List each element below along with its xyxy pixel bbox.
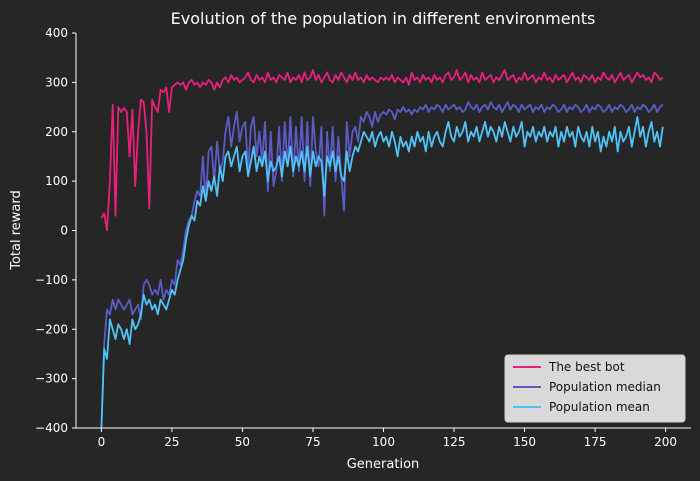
x-tick-label: 100: [372, 435, 395, 449]
legend-label: Population median: [549, 380, 661, 394]
x-tick-label: 25: [164, 435, 179, 449]
x-tick-label: 50: [235, 435, 250, 449]
x-tick-label: 75: [305, 435, 320, 449]
series-layer: [100, 69, 664, 429]
x-tick-label: 200: [654, 435, 677, 449]
legend-label: Population mean: [549, 400, 650, 414]
x-tick-label: 125: [443, 435, 466, 449]
x-axis: 0 25 50 75 100 125 150 175 200: [98, 428, 677, 449]
legend-label: The best bot: [548, 360, 625, 374]
y-axis-label: Total reward: [9, 190, 24, 271]
series-line-3: [100, 116, 664, 429]
y-tick-label: −300: [35, 372, 68, 386]
plot-area: 0 25 50 75 100 125 150 175 200 −400 −300 −200 −100 0…: [35, 26, 691, 449]
y-tick-label: 300: [45, 75, 68, 89]
x-axis-label: Generation: [347, 457, 420, 472]
x-tick-label: 175: [584, 435, 607, 449]
x-tick-label: 0: [98, 435, 106, 449]
y-axis: −400 −300 −200 −100 0 100 200 300 400: [35, 26, 76, 435]
legend: The best bot Population median Population …: [504, 354, 686, 423]
y-tick-label: −400: [35, 421, 68, 435]
y-tick-label: −100: [35, 273, 68, 287]
legend-box: [504, 354, 686, 423]
x-tick-label: 150: [513, 435, 536, 449]
chart-title: Evolution of the population in different…: [171, 9, 596, 28]
y-tick-label: 400: [45, 26, 68, 40]
y-tick-label: 200: [45, 125, 68, 139]
series-line-1: [100, 69, 664, 232]
y-tick-label: −200: [35, 322, 68, 336]
y-tick-label: 0: [60, 224, 68, 238]
y-tick-label: 100: [45, 174, 68, 188]
series-line-2: [100, 101, 664, 429]
